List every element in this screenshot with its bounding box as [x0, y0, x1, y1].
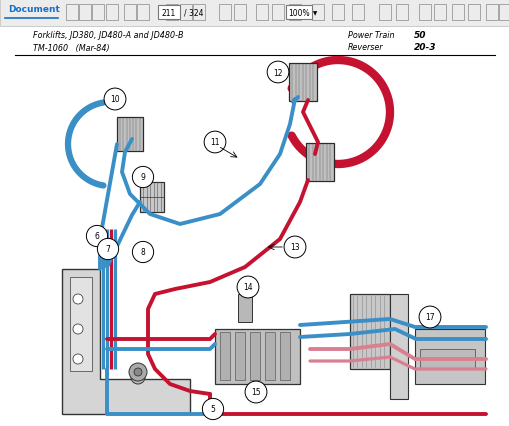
Bar: [219, 332, 230, 380]
Circle shape: [129, 363, 147, 381]
Text: Document: Document: [8, 5, 60, 14]
Text: 100%: 100%: [288, 9, 309, 18]
Text: 13: 13: [290, 243, 299, 252]
Polygon shape: [62, 269, 190, 414]
Text: Power Train: Power Train: [347, 32, 394, 40]
Bar: [180, 5, 191, 21]
Bar: [378, 5, 390, 21]
Text: 8: 8: [140, 248, 145, 257]
Bar: [66, 5, 78, 21]
Bar: [235, 332, 244, 380]
Text: 15: 15: [251, 388, 260, 397]
Text: Reverser: Reverser: [347, 43, 383, 52]
Bar: [305, 144, 333, 181]
Bar: [265, 332, 274, 380]
Circle shape: [131, 370, 145, 384]
Bar: [289, 64, 317, 102]
Bar: [349, 294, 389, 369]
Bar: [256, 5, 267, 21]
Bar: [158, 6, 180, 20]
Text: 17: 17: [425, 313, 434, 322]
Circle shape: [73, 294, 83, 304]
Text: 7: 7: [105, 245, 110, 254]
Bar: [106, 5, 118, 21]
Bar: [271, 5, 284, 21]
Text: 211: 211: [161, 9, 176, 18]
Text: 12: 12: [273, 68, 282, 77]
Text: 50: 50: [413, 32, 426, 40]
Text: 9: 9: [140, 173, 145, 182]
Text: 6: 6: [94, 232, 99, 241]
Bar: [419, 349, 474, 369]
Bar: [414, 329, 484, 384]
Bar: [137, 5, 149, 21]
Bar: [238, 294, 251, 322]
Bar: [418, 5, 430, 21]
Bar: [351, 5, 363, 21]
Bar: [0, 0, 509, 27]
Circle shape: [73, 354, 83, 364]
Bar: [249, 332, 260, 380]
Bar: [234, 5, 245, 21]
Bar: [433, 5, 445, 21]
Circle shape: [73, 324, 83, 334]
Bar: [192, 5, 205, 21]
Text: TM-1060   (Mar-84): TM-1060 (Mar-84): [33, 43, 109, 52]
Bar: [117, 118, 143, 152]
Bar: [467, 5, 479, 21]
Bar: [165, 5, 178, 21]
Bar: [279, 332, 290, 380]
Bar: [215, 329, 299, 384]
Bar: [286, 6, 312, 20]
Bar: [331, 5, 344, 21]
Text: 20-3: 20-3: [413, 43, 436, 52]
Bar: [395, 5, 407, 21]
Text: 11: 11: [210, 138, 219, 147]
Polygon shape: [70, 277, 92, 371]
Text: 5: 5: [210, 405, 215, 414]
Bar: [124, 5, 136, 21]
Bar: [92, 5, 104, 21]
Text: / 324: / 324: [184, 9, 203, 18]
Bar: [498, 5, 509, 21]
Text: 10: 10: [110, 95, 120, 104]
Bar: [289, 5, 300, 21]
Bar: [389, 294, 407, 399]
Text: ▼: ▼: [312, 11, 317, 16]
Bar: [79, 5, 91, 21]
Bar: [312, 5, 323, 21]
Circle shape: [134, 368, 142, 376]
Text: Forklifts, JD380, JD480-A and JD480-B: Forklifts, JD380, JD480-A and JD480-B: [33, 32, 183, 40]
Text: 14: 14: [243, 283, 252, 292]
Bar: [451, 5, 463, 21]
Bar: [218, 5, 231, 21]
Bar: [485, 5, 497, 21]
Bar: [140, 183, 164, 213]
